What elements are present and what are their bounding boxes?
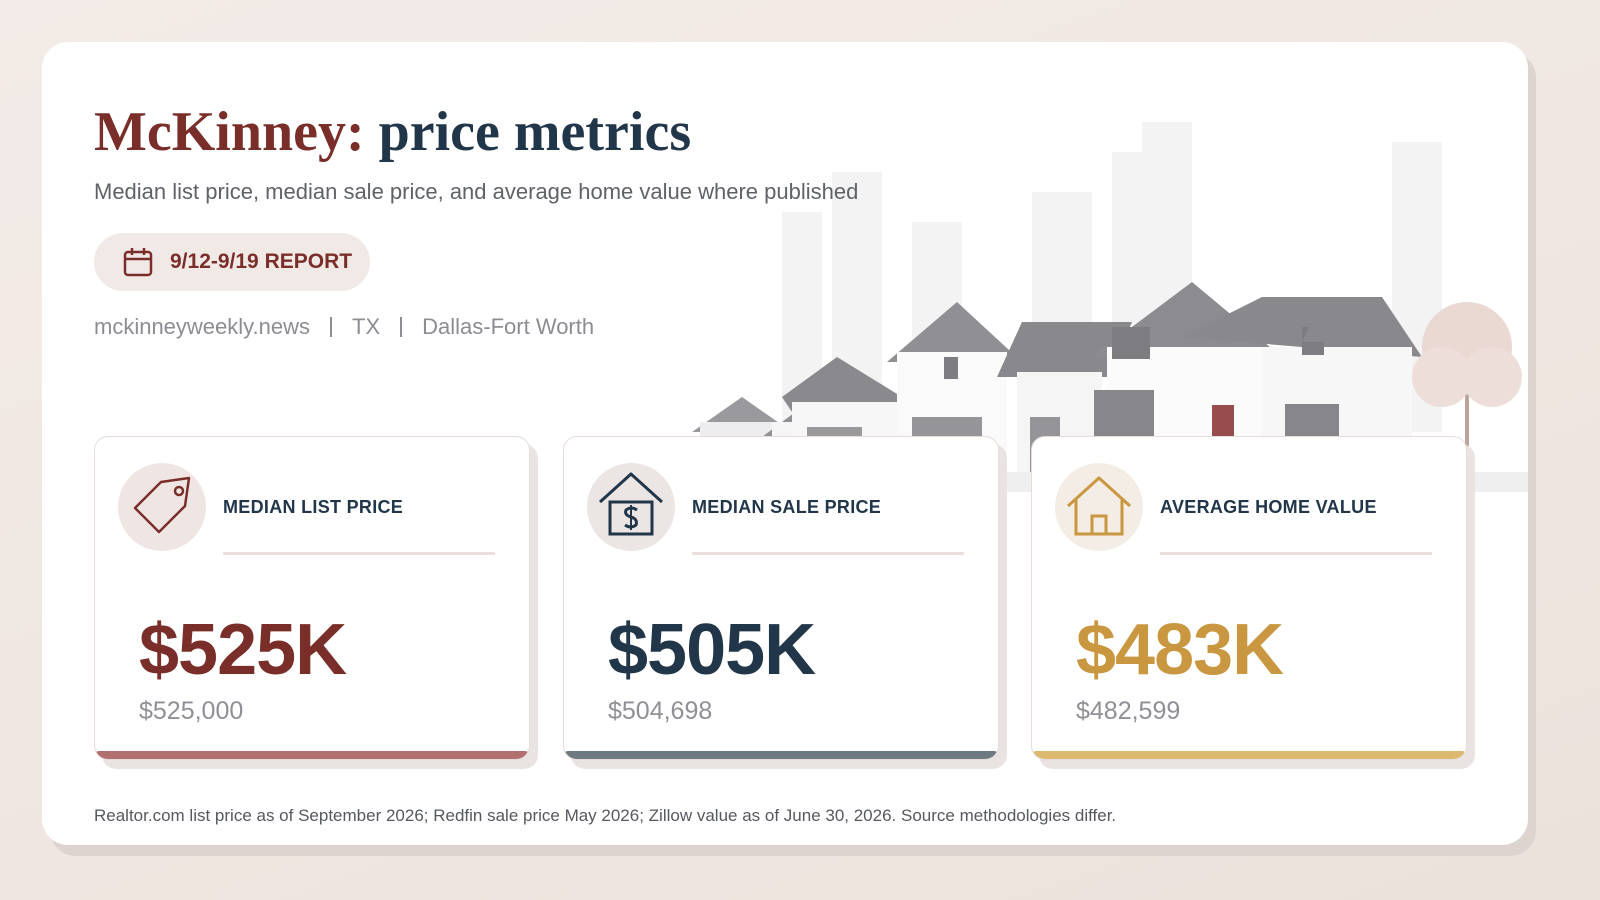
card-value: $483K <box>1076 610 1284 690</box>
rule <box>223 552 495 555</box>
house-illustration <box>662 122 1528 492</box>
metric-card: AVERAGE HOME VALUE $483K $482,599 <box>1031 436 1467 760</box>
metric-card: MEDIAN LIST PRICE $525K $525,000 <box>94 436 530 760</box>
badge-text: 9/12-9/19 REPORT <box>170 250 353 273</box>
separator <box>400 317 403 337</box>
separator <box>330 317 333 337</box>
title: McKinney: price metrics <box>94 100 691 164</box>
home-icon <box>1055 463 1143 551</box>
meta-region: Dallas-Fort Worth <box>422 314 595 339</box>
accent-bar <box>564 751 998 759</box>
meta-site: mckinneyweekly.news <box>94 314 311 339</box>
accent-bar <box>1032 751 1466 759</box>
tag-icon <box>118 463 206 551</box>
title-city: McKinney: <box>94 101 365 163</box>
rule <box>692 552 964 555</box>
rule <box>1160 552 1432 555</box>
calendar-icon <box>123 248 153 277</box>
card-exact: $504,698 <box>608 697 713 725</box>
card-label: MEDIAN LIST PRICE <box>223 497 404 517</box>
report-badge: 9/12-9/19 REPORT <box>94 233 370 291</box>
title-rest: price metrics <box>378 101 692 163</box>
subtitle: Median list price, median sale price, an… <box>94 179 859 204</box>
card-value: $505K <box>608 610 816 690</box>
card-label: AVERAGE HOME VALUE <box>1160 497 1377 517</box>
meta-state: TX <box>352 314 381 339</box>
footnote: Realtor.com list price as of September 2… <box>94 806 1117 825</box>
panel: McKinney: price metrics Median list pric… <box>42 42 1528 845</box>
card-exact: $482,599 <box>1076 697 1181 725</box>
card-exact: $525,000 <box>139 697 244 725</box>
meta: mckinneyweekly.news TX Dallas-Fort Worth <box>94 314 594 340</box>
card-value: $525K <box>139 610 347 690</box>
house-dollar-icon <box>587 463 675 551</box>
metric-card: MEDIAN SALE PRICE $505K $504,698 <box>563 436 999 760</box>
card-label: MEDIAN SALE PRICE <box>692 497 882 517</box>
accent-bar <box>95 751 529 759</box>
